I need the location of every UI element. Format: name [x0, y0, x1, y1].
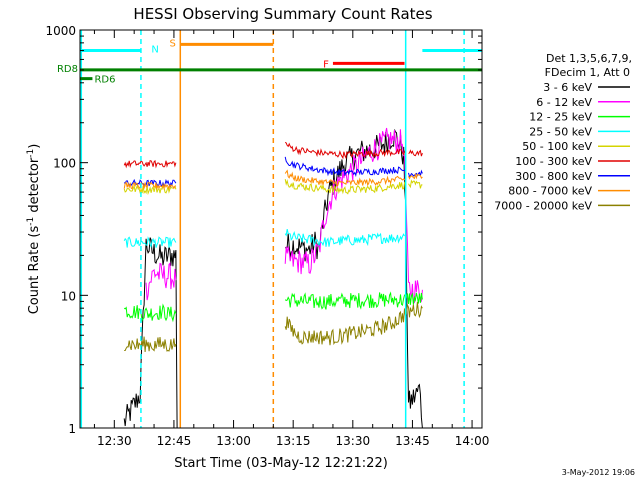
- y-axis-label-sup1: -1: [26, 217, 36, 226]
- series-800-7000keV: [123, 169, 423, 191]
- series-300-800keV: [123, 156, 423, 188]
- flag-label: S: [170, 38, 176, 49]
- series-line: [123, 181, 177, 191]
- series-line: [145, 262, 177, 301]
- series-line: [284, 228, 405, 247]
- y-axis-label-end: ): [27, 144, 42, 149]
- legend-label: 100 - 300 keV: [515, 155, 592, 168]
- series-line: [284, 141, 407, 160]
- legend-label: 25 - 50 keV: [529, 125, 592, 138]
- y-axis-label: Count Rate (s-1 detector-1): [26, 144, 42, 315]
- legend-header-line1: Det 1,3,5,6,7,9,: [546, 52, 632, 65]
- y-tick-label: 1000: [45, 24, 76, 38]
- series-line: [123, 303, 177, 323]
- series-line: [284, 169, 406, 187]
- data-layer: [123, 127, 423, 428]
- chart-title: HESSI Observing Summary Count Rates: [133, 5, 432, 23]
- series-line: [284, 291, 423, 310]
- series-25-50keV: [123, 228, 405, 249]
- legend: Det 1,3,5,6,7,9, FDecim 1, Att 0 3 - 6 k…: [494, 52, 632, 212]
- y-tick-label: 100: [53, 157, 76, 171]
- y-axis-label-sup2: -1: [26, 149, 36, 158]
- plot-frame: [79, 29, 483, 429]
- series-line: [284, 179, 407, 195]
- axis-layer: 12:30 12:45 13:00 13:15 13:30 13:45 14:00 1 10 10…: [45, 24, 489, 448]
- legend-label: 800 - 7000 keV: [508, 185, 592, 198]
- series-line: [124, 336, 177, 353]
- y-tick-label: 1: [68, 422, 76, 436]
- series-50-100keV: [123, 179, 423, 196]
- series-line: [408, 179, 423, 189]
- flag-label: RD6: [94, 75, 115, 86]
- x-tick-label: 12:45: [157, 434, 192, 448]
- flag-label: RD8: [57, 64, 78, 75]
- series-6-12keV: [145, 127, 423, 304]
- y-tick-label: 10: [61, 289, 76, 303]
- x-axis-label: Start Time (03-May-12 12:21:22): [174, 456, 388, 471]
- series-line: [284, 301, 423, 346]
- y-axis-label-mid: detector: [27, 157, 42, 217]
- flag-layer: N S F RD8 RD6: [57, 30, 482, 428]
- x-tick-label: 14:00: [455, 434, 490, 448]
- legend-label: 7000 - 20000 keV: [494, 199, 592, 212]
- series-line: [123, 184, 177, 196]
- x-tick-label: 13:30: [336, 434, 371, 448]
- x-tick-label: 12:30: [97, 434, 132, 448]
- series-line: [123, 236, 177, 249]
- x-tick-label: 13:45: [395, 434, 430, 448]
- series-7000-20000keV: [124, 301, 423, 353]
- footer-timestamp: 3-May-2012 19:06: [562, 468, 635, 477]
- legend-label: 300 - 800 keV: [515, 170, 592, 183]
- series-line: [284, 156, 406, 178]
- series-line: [408, 172, 423, 180]
- y-axis-label-main: Count Rate (s: [27, 226, 42, 315]
- legend-label: 12 - 25 keV: [529, 111, 592, 124]
- series-12-25keV: [123, 291, 423, 323]
- series-line: [408, 149, 423, 157]
- series-100-300keV: [123, 141, 423, 169]
- flag-label: N: [151, 45, 158, 56]
- legend-header-line2: FDecim 1, Att 0: [545, 66, 630, 79]
- x-tick-label: 13:00: [216, 434, 251, 448]
- flag-label: F: [323, 59, 329, 70]
- legend-label: 50 - 100 keV: [522, 140, 592, 153]
- legend-label: 3 - 6 keV: [543, 81, 592, 94]
- legend-label: 6 - 12 keV: [536, 96, 592, 109]
- series-line: [123, 178, 177, 188]
- series-line: [123, 159, 177, 169]
- x-tick-label: 13:15: [276, 434, 311, 448]
